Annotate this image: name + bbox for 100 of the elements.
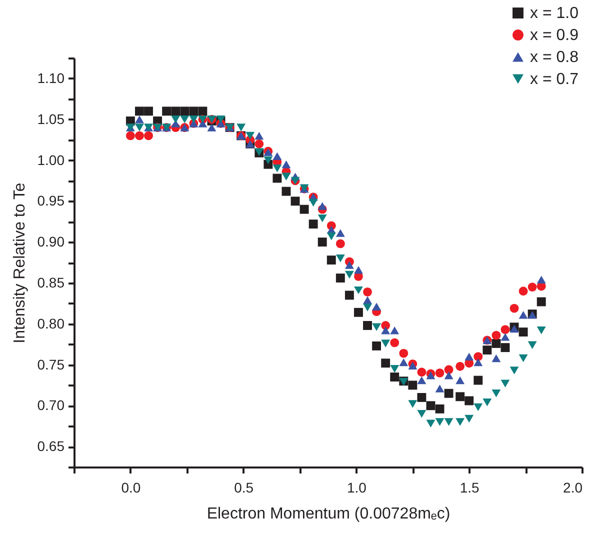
point [417,368,426,377]
point [135,131,144,140]
point [318,202,327,210]
point [363,321,372,330]
y-axis-title: Intensity Relative to Te [11,182,28,344]
point [435,404,444,414]
point [282,186,291,196]
point [326,232,336,240]
point [381,326,390,334]
point [135,106,144,116]
point [536,326,546,334]
point [308,220,318,229]
point [510,304,519,313]
x-tick-label: 1.5 [460,480,480,496]
point [482,346,492,354]
point [171,115,180,124]
point [171,106,180,116]
x-tick-label: 2.0 [563,480,583,496]
point [135,124,144,132]
point [536,297,546,306]
point [308,198,318,207]
point [408,380,418,390]
point [464,352,474,360]
point [390,372,400,382]
y-tick-label: 0.70 [37,397,65,414]
point [474,376,483,385]
point [528,341,537,349]
point [272,164,282,172]
point [264,156,273,164]
point [444,388,454,398]
point [464,396,474,406]
point [518,328,528,336]
y-tick-label: 0.75 [37,356,65,372]
point [435,368,444,378]
point [318,214,327,222]
point [408,362,418,370]
legend-label: x = 1.0 [530,5,579,22]
point [474,352,483,362]
point [426,420,436,428]
point [464,414,474,423]
y-tick-label: 0.95 [37,192,65,209]
point [272,152,282,160]
point [198,106,208,116]
point [282,172,291,180]
point [354,308,363,317]
y-tick-label: 1.05 [37,110,65,127]
point [207,124,216,132]
point [456,362,465,371]
x-tick-label: 1.0 [346,480,367,496]
point [180,115,190,124]
point [344,270,354,279]
point [456,418,465,426]
point [492,390,501,398]
point [189,115,198,124]
point [326,256,336,265]
point [272,174,282,183]
point [363,304,372,312]
point [500,343,510,352]
point [372,302,382,311]
point [390,326,400,334]
point [354,266,363,274]
point [135,115,144,124]
y-tick-label: 1.10 [37,70,65,86]
x-tick-label: 0.5 [234,480,254,496]
point [318,238,327,247]
point [482,398,492,406]
point [344,290,354,300]
point [390,338,400,348]
point [435,384,444,392]
point [336,274,345,283]
point [408,400,418,408]
point [354,286,363,294]
point [417,393,426,402]
point [381,340,390,348]
point [363,287,372,296]
x-axis-title: Electron Momentum (0.00728mₑc) [206,506,450,522]
point [528,282,537,292]
point [510,366,519,374]
point [444,372,454,380]
legend-label: x = 0.8 [530,49,579,66]
point [144,131,153,140]
point [417,376,426,384]
point [144,106,153,116]
point [474,403,483,412]
y-tick-label: 0.65 [37,438,65,454]
point [492,354,501,362]
point [500,325,510,334]
point [390,364,400,373]
point [417,410,426,418]
point [435,418,444,426]
point [426,372,436,380]
point [372,341,382,350]
point [492,339,501,348]
point [426,401,436,410]
x-tick-label: 0.0 [121,480,141,496]
point [399,348,408,358]
point [381,358,390,368]
point [518,354,528,362]
point [336,229,345,237]
point [536,276,546,284]
